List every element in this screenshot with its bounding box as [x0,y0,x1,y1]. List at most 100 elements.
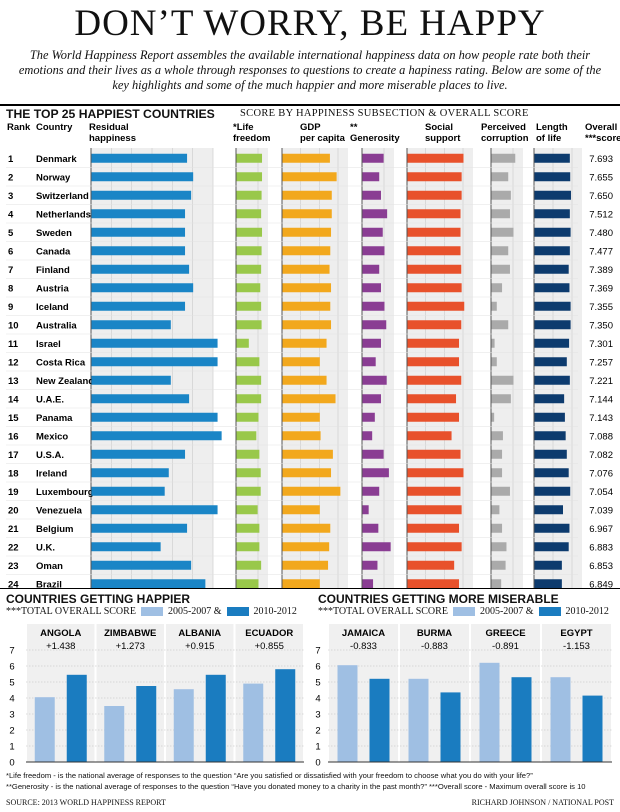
bar-gdp [282,431,321,441]
rank-label: 2 [8,172,13,183]
bar-social [407,172,462,182]
bar-residual [91,153,188,163]
rank-label: 17 [8,450,19,461]
bar-residual [91,505,218,515]
bar-social [407,375,462,385]
bar-residual [91,301,186,311]
bar-generosity [362,264,380,274]
page-title: DON’T WORRY, BE HAPPY [74,3,546,44]
country-label: ANGOLA [40,628,81,639]
overall-score: 6.849 [589,579,613,588]
y-tick-label: 0 [9,758,14,769]
bar-residual [91,579,206,588]
bar-social [407,209,461,219]
bar-freedom [236,227,263,237]
bar-social [407,486,461,496]
bar-gdp [282,209,332,219]
bar-corruption [491,338,495,348]
y-tick-label: 5 [9,678,14,689]
overall-score: 7.257 [589,357,613,368]
bar-before [34,697,55,762]
legend-label-after: 2010-2012 [253,606,297,617]
rank-label: 4 [8,209,14,220]
bar-social [407,301,465,311]
rank-header: Rank [7,122,31,133]
country-label: Australia [36,320,77,331]
bar-social [407,523,460,533]
rank-label: 16 [8,431,19,442]
bar-freedom [236,320,262,330]
country-label: JAMAICA [342,628,385,639]
miserable-legend: ***TOTAL OVERALL SCORE 2005-2007 & 2010-… [318,606,609,617]
legend-label-after: 2010-2012 [565,606,609,617]
country-label: EGYPT [560,628,592,639]
overall-score: 7.480 [589,228,613,239]
bar-residual [91,283,194,293]
bar-life [534,523,570,533]
bar-freedom [236,357,260,367]
bar-corruption [491,486,510,496]
bar-life [534,412,565,422]
bar-freedom [236,338,249,348]
overall-score: 6.883 [589,542,613,553]
bar-life [534,264,569,274]
country-label: Panama [36,413,73,424]
series-header-freedom: *Life [233,122,254,133]
bar-residual [91,560,192,570]
bar-generosity [362,357,376,367]
bar-before [479,662,500,762]
bar-generosity [362,412,375,422]
bar-generosity [362,449,384,459]
rank-label: 14 [8,394,19,405]
country-label: Belgium [36,524,73,535]
bar-generosity [362,468,389,478]
bar-social [407,338,460,348]
bar-after [205,674,226,762]
bar-after [66,674,87,762]
country-label: Iceland [36,302,69,313]
source-credit: SOURCE: 2013 WORLD HAPPINESS REPORT [6,798,166,807]
bar-before [243,683,264,762]
band-life [534,148,582,588]
rank-label: 21 [8,524,19,535]
band-gdp [282,148,348,588]
bar-life [534,246,570,256]
bar-life [534,431,566,441]
bar-generosity [362,560,378,570]
country-label: ECUADOR [245,628,293,639]
bar-generosity [362,431,373,441]
bar-corruption [491,320,509,330]
bar-gdp [282,523,331,533]
country-label: U.K. [36,542,55,553]
series-header-corruption: Perceived [481,122,526,133]
bar-corruption [491,523,503,533]
bar-corruption [491,449,503,459]
rank-label: 9 [8,302,13,313]
section-divider-2 [0,588,620,589]
bar-life [534,449,567,459]
bar-corruption [491,468,503,478]
series-header-residual: Residual [89,122,129,133]
bar-freedom [236,505,258,515]
bar-generosity [362,505,369,515]
bar-social [407,320,462,330]
series-header-life: Length [536,122,568,133]
bar-generosity [362,246,385,256]
y-tick-label: 5 [315,678,320,689]
country-label: BURMA [417,628,452,639]
miserable-heading: COUNTRIES GETTING MORE MISERABLE [318,592,559,606]
happier-heading: COUNTRIES GETTING HAPPIER [6,592,191,606]
overall-score: 7.512 [589,209,613,220]
bar-after [511,677,532,762]
bar-social [407,227,461,237]
overall-header: ***score [585,133,620,144]
bar-corruption [491,246,509,256]
bar-life [534,394,565,404]
country-label: Canada [36,246,71,257]
change-label: +0.855 [255,641,284,652]
overall-score: 7.350 [589,320,613,331]
bar-life [534,283,570,293]
bar-life [534,375,570,385]
bar-life [534,560,562,570]
change-label: -0.833 [350,641,377,652]
